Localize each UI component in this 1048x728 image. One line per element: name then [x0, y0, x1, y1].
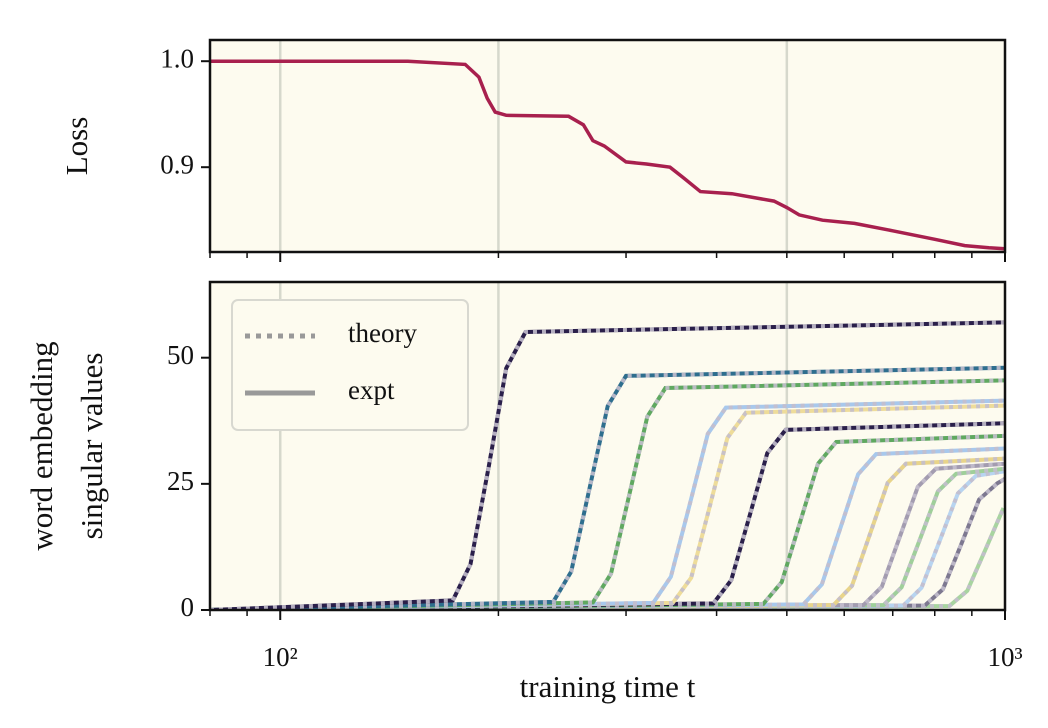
- plot-frame: [208, 38, 1007, 254]
- plot-background: [210, 40, 1005, 252]
- y-tick-label: 0.9: [160, 149, 194, 179]
- legend-label: theory: [348, 318, 417, 348]
- theory-line: [210, 461, 1005, 610]
- theory-line: [210, 456, 1005, 610]
- x-tick-label: 10²: [263, 642, 298, 672]
- x-tick-label: 10³: [987, 642, 1022, 672]
- theory-line: [210, 403, 1005, 610]
- y-tick-label: 50: [167, 340, 194, 370]
- plot-area: [210, 40, 1005, 252]
- y-axis-label: word embedding: [24, 341, 59, 550]
- loss-line: [210, 59, 1005, 251]
- theory-line: [210, 466, 1005, 610]
- y-tick-label: 25: [167, 466, 194, 496]
- theory-line: [210, 469, 1005, 610]
- plot-area: [210, 282, 1005, 610]
- theory-line: [210, 378, 1005, 610]
- y-axis-label: Loss: [59, 117, 94, 176]
- theory-line: [210, 320, 1005, 610]
- theory-line: [210, 421, 1005, 610]
- y-axis-label: singular values: [74, 353, 109, 540]
- theory-line: [210, 365, 1005, 610]
- theory-line: [210, 477, 1005, 610]
- legend-box: [231, 299, 469, 431]
- theory-line: [210, 398, 1005, 610]
- plot-frame: [208, 280, 1007, 612]
- y-tick-label: 0: [181, 592, 195, 622]
- theory-line: [210, 446, 1005, 610]
- x-axis-label: training time t: [520, 669, 696, 704]
- y-tick-label: 1.0: [160, 43, 194, 73]
- expt-line: [210, 433, 1005, 610]
- legend-label: expt: [348, 375, 395, 405]
